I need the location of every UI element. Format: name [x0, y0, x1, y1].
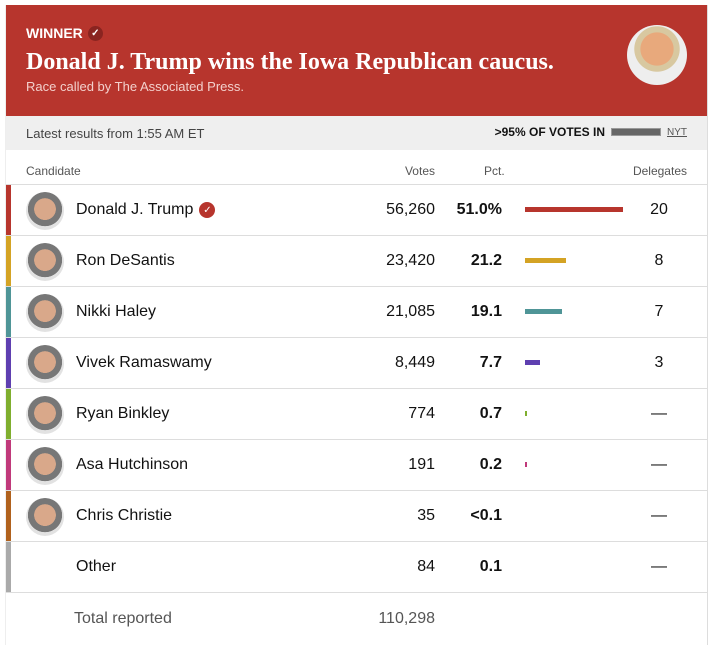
candidate-photo	[26, 345, 64, 383]
candidate-name: Other	[76, 558, 116, 576]
subtitle: Race called by The Associated Press.	[26, 79, 244, 94]
percent-bar	[525, 360, 540, 365]
candidate-photo	[26, 192, 64, 230]
party-stripe	[6, 236, 11, 286]
latest-results: Latest results from 1:55 AM ET	[26, 126, 205, 141]
candidate-name-text: Ryan Binkley	[76, 405, 170, 422]
votes: 8,449	[394, 354, 435, 371]
candidate-row: Donald J. Trump ✓ 56,260 51.0% 20	[6, 185, 707, 236]
headline: Donald J. Trump wins the Iowa Republican…	[26, 49, 554, 75]
candidate-name: Ryan Binkley	[76, 405, 169, 423]
candidate-row: Other 84 0.1 —	[6, 542, 707, 593]
winner-check-icon: ✓	[199, 202, 216, 218]
delegates: —	[651, 405, 667, 422]
party-stripe	[6, 185, 11, 235]
delegates: —	[651, 558, 667, 575]
votes: 774	[408, 405, 435, 422]
party-stripe	[6, 389, 11, 439]
candidate-row: Ron DeSantis 23,420 21.2 8	[6, 236, 707, 287]
percent: 19.1	[470, 303, 502, 320]
total-votes: 110,298	[378, 610, 435, 627]
candidate-name: Vivek Ramaswamy	[76, 354, 212, 372]
candidate-name-text: Vivek Ramaswamy	[76, 354, 212, 371]
col-delegates: Delegates	[632, 164, 687, 178]
candidate-name: Chris Christie	[76, 507, 172, 525]
candidate-photo	[26, 396, 64, 434]
percent-bar	[525, 411, 527, 416]
col-pct: Pct.	[484, 164, 505, 178]
percent: 21.2	[470, 252, 502, 269]
votes: 21,085	[386, 303, 435, 320]
delegates: —	[651, 507, 667, 524]
delegates: —	[651, 456, 667, 473]
total-row: Total reported 110,298	[6, 593, 707, 641]
votes: 35	[417, 507, 435, 524]
candidate-name-text: Chris Christie	[76, 507, 173, 524]
reporting-progress	[611, 128, 661, 136]
party-stripe	[6, 338, 11, 388]
candidate-name-text: Donald J. Trump	[76, 201, 194, 218]
percent: 0.7	[479, 405, 502, 422]
party-stripe	[6, 491, 11, 541]
candidate-name-text: Other	[76, 558, 117, 575]
status-bar: Latest results from 1:55 AM ET >95% OF V…	[6, 116, 707, 150]
candidate-row: Chris Christie 35 <0.1 —	[6, 491, 707, 542]
candidate-row: Nikki Haley 21,085 19.1 7	[6, 287, 707, 338]
percent: 51.0%	[456, 201, 502, 218]
candidate-photo	[26, 294, 64, 332]
percent-bar	[525, 207, 624, 212]
delegates: 20	[650, 201, 668, 218]
percent: 0.1	[479, 558, 502, 575]
candidate-row: Vivek Ramaswamy 8,449 7.7 3	[6, 338, 707, 389]
votes: 23,420	[386, 252, 435, 269]
votes: 191	[408, 456, 435, 473]
reporting-label: >95% OF VOTES IN	[494, 125, 605, 139]
source-link[interactable]: NYT	[667, 126, 687, 138]
delegates: 8	[654, 252, 664, 269]
candidate-name: Nikki Haley	[76, 303, 156, 321]
total-label: Total reported	[74, 610, 172, 627]
results-widget: WINNER ✓ Donald J. Trump wins the Iowa Re…	[5, 5, 708, 645]
party-stripe	[6, 542, 11, 592]
percent-bar	[525, 462, 527, 467]
candidate-row: Asa Hutchinson 191 0.2 —	[6, 440, 707, 491]
party-stripe	[6, 287, 11, 337]
delegates: 7	[654, 303, 664, 320]
percent: 0.2	[479, 456, 502, 473]
candidate-name: Asa Hutchinson	[76, 456, 188, 474]
column-headers: Candidate Votes Pct. Delegates	[6, 150, 707, 185]
winner-text: WINNER	[26, 25, 83, 41]
winner-label: WINNER ✓	[26, 25, 103, 41]
candidate-photo	[26, 498, 64, 536]
candidate-name: Ron DeSantis	[76, 252, 175, 270]
percent-bar	[525, 258, 566, 263]
winner-banner: WINNER ✓ Donald J. Trump wins the Iowa Re…	[6, 5, 707, 116]
delegates: 3	[654, 354, 664, 371]
percent: <0.1	[470, 507, 502, 524]
col-votes: Votes	[404, 164, 435, 178]
percent: 7.7	[479, 354, 502, 371]
party-stripe	[6, 440, 11, 490]
candidate-row: Ryan Binkley 774 0.7 —	[6, 389, 707, 440]
votes: 56,260	[386, 201, 435, 218]
winner-photo	[627, 25, 687, 85]
candidate-name-text: Nikki Haley	[76, 303, 157, 320]
check-icon: ✓	[87, 25, 103, 41]
candidate-name-text: Ron DeSantis	[76, 252, 175, 269]
percent-bar	[525, 309, 562, 314]
candidate-name: Donald J. Trump ✓	[76, 201, 216, 219]
col-candidate: Candidate	[26, 164, 81, 178]
votes: 84	[417, 558, 435, 575]
candidate-name-text: Asa Hutchinson	[76, 456, 189, 473]
candidate-photo	[26, 447, 64, 485]
candidate-photo	[26, 243, 64, 281]
